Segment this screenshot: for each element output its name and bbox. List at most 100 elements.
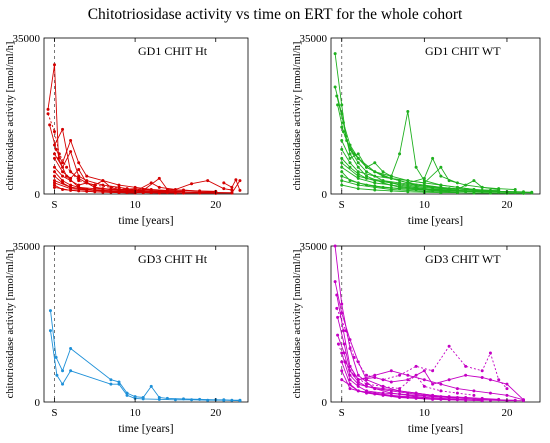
data-point xyxy=(348,147,352,151)
data-point xyxy=(206,179,210,183)
data-point xyxy=(488,351,492,355)
x-tick-label: 20 xyxy=(210,407,222,419)
data-point xyxy=(439,165,443,169)
data-point xyxy=(389,389,393,393)
data-point xyxy=(77,183,81,187)
data-point xyxy=(422,369,426,373)
data-point xyxy=(93,187,97,191)
data-point xyxy=(69,183,73,187)
data-point xyxy=(340,360,344,364)
data-point xyxy=(340,378,344,382)
data-point xyxy=(93,183,97,187)
x-tick-label: 10 xyxy=(130,407,142,419)
data-point xyxy=(61,382,65,386)
x-tick-label: 20 xyxy=(501,199,513,211)
panel-title: GD3 CHIT Ht xyxy=(138,252,208,266)
data-point xyxy=(61,161,65,165)
data-point xyxy=(431,156,435,160)
data-point xyxy=(398,392,402,396)
data-point xyxy=(464,364,468,368)
data-point xyxy=(238,399,242,403)
data-point xyxy=(342,342,346,346)
plot-frame xyxy=(330,245,541,403)
data-point xyxy=(348,364,352,368)
data-point xyxy=(117,183,121,187)
data-point xyxy=(414,393,418,397)
chart-panel-3: S 10 20 0 35000 GD3 CHIT Ht time [years] chitot… xyxy=(5,241,249,435)
data-point xyxy=(149,384,153,388)
data-point xyxy=(340,156,344,160)
data-point xyxy=(464,398,468,402)
data-point xyxy=(348,143,352,147)
series-line xyxy=(54,166,184,192)
data-point xyxy=(335,293,339,297)
series-line xyxy=(50,310,240,401)
data-point xyxy=(439,382,443,386)
data-point xyxy=(333,244,337,248)
data-point xyxy=(69,179,73,183)
y-tick-label: 0 xyxy=(35,189,41,201)
data-point xyxy=(422,384,426,388)
data-point xyxy=(222,181,226,185)
data-point xyxy=(480,369,484,373)
data-point xyxy=(54,147,58,151)
y-tick-label: 35000 xyxy=(13,241,41,253)
data-point xyxy=(52,181,56,185)
data-point xyxy=(55,373,59,377)
data-point xyxy=(85,174,89,178)
data-point xyxy=(356,161,360,165)
data-point xyxy=(414,165,418,169)
y-tick-label: 35000 xyxy=(300,241,328,253)
data-point xyxy=(389,176,393,180)
data-point xyxy=(52,156,56,160)
series-line xyxy=(54,186,136,194)
data-point xyxy=(455,387,459,391)
data-point xyxy=(373,392,377,396)
data-point xyxy=(173,191,177,195)
data-point xyxy=(356,360,360,364)
y-axis-label: chitotriosidase activity [nmol/ml/h] xyxy=(5,42,16,191)
data-point xyxy=(333,280,337,284)
data-point xyxy=(69,369,73,373)
data-point xyxy=(230,191,234,195)
data-point xyxy=(348,152,352,156)
data-point xyxy=(54,355,58,359)
data-point xyxy=(373,375,377,379)
data-point xyxy=(52,165,56,169)
data-point xyxy=(455,181,459,185)
data-point xyxy=(190,182,194,186)
series-line xyxy=(54,150,232,194)
data-point xyxy=(52,183,56,187)
data-point xyxy=(344,329,348,333)
series-line xyxy=(49,124,216,193)
series-line xyxy=(336,95,441,188)
data-point xyxy=(348,156,352,160)
data-point xyxy=(439,389,443,393)
data-point xyxy=(373,373,377,377)
data-point xyxy=(336,342,340,346)
data-point xyxy=(348,161,352,165)
data-point xyxy=(406,378,410,382)
data-point xyxy=(406,110,410,114)
series-line xyxy=(336,294,524,401)
series-line xyxy=(341,111,474,190)
data-point xyxy=(356,165,360,169)
data-point xyxy=(406,396,410,400)
series-line xyxy=(341,379,458,401)
x-tick-label: S xyxy=(51,407,57,419)
data-point xyxy=(365,174,369,178)
data-point xyxy=(340,174,344,178)
data-point xyxy=(389,369,393,373)
panel-title: GD1 CHIT Ht xyxy=(138,44,208,58)
data-point xyxy=(389,181,393,185)
series-line xyxy=(337,317,499,400)
data-point xyxy=(69,347,73,351)
data-point xyxy=(222,187,226,191)
data-point xyxy=(340,369,344,373)
data-point xyxy=(157,176,161,180)
data-point xyxy=(109,382,113,386)
data-point xyxy=(69,170,73,174)
data-point xyxy=(52,174,56,178)
data-point xyxy=(336,103,340,107)
